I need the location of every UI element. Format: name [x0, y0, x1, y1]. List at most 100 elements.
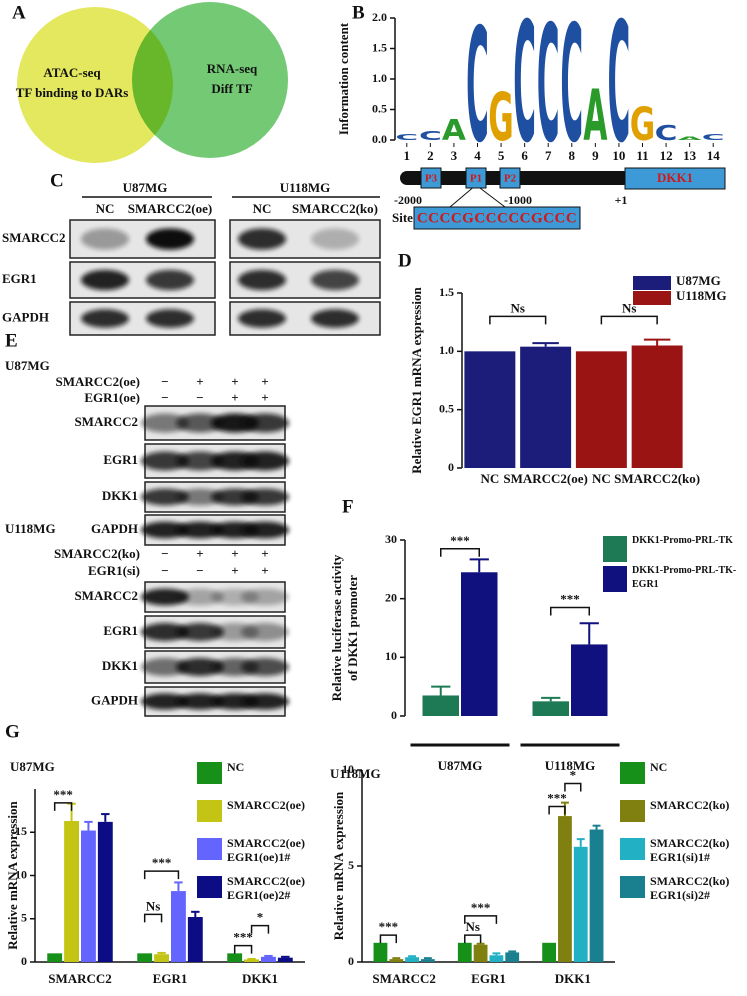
bar	[571, 644, 608, 716]
condition-sign: −	[161, 374, 168, 389]
blot-band	[141, 521, 189, 539]
significance-bracket	[143, 870, 180, 880]
legend-label-box: SMARCC2(oe) EGR1(oe)1#	[227, 836, 305, 864]
significance-bracket	[440, 548, 480, 557]
legend-swatch	[197, 800, 222, 822]
y-tick-label: 2.0	[372, 10, 387, 24]
y-tick-label: 10	[385, 649, 397, 663]
significance-label: ***	[471, 900, 491, 915]
legend-label: SMARCC2(oe)	[227, 798, 305, 812]
condition-sign: +	[231, 374, 238, 389]
y-tick-label: 0	[348, 954, 354, 968]
row-label: SMARCC2	[2, 230, 66, 245]
error-bar	[174, 881, 183, 892]
blot-band	[311, 228, 359, 250]
x-tick-label: U118MG	[545, 758, 596, 773]
bar	[187, 917, 203, 962]
significance-bracket	[489, 315, 547, 325]
panel-label: B	[352, 2, 365, 23]
error-bar	[508, 950, 517, 953]
logo-letter: C	[537, 0, 560, 179]
cell-line: U87MG	[5, 358, 50, 373]
y-tick-label: 20	[385, 590, 397, 604]
condition-sign: −	[161, 390, 168, 405]
x-tick-label: U87MG	[438, 758, 483, 773]
error-bar	[423, 957, 432, 960]
legend-swatch	[620, 800, 645, 822]
blot-band	[241, 521, 289, 539]
significance-label: *	[570, 767, 577, 782]
bar	[389, 959, 404, 962]
significance-bracket	[564, 782, 582, 792]
condition-sign: −	[161, 546, 168, 561]
logo-letter: C	[419, 129, 442, 144]
y-tick-label: 1.5	[372, 40, 387, 54]
legend-label-box: U118MG	[676, 289, 727, 303]
bar	[489, 955, 504, 962]
bar	[97, 821, 113, 962]
y-tick-label: 0.0	[372, 132, 387, 146]
x-tick-label: 5	[498, 148, 505, 163]
gene-box	[624, 167, 726, 190]
blot-band	[176, 693, 224, 710]
blot-band	[141, 413, 189, 433]
error-bar	[191, 910, 200, 918]
condition-sign: +	[196, 546, 203, 561]
bar	[137, 953, 153, 962]
x-tick-label: 8	[569, 148, 576, 163]
legend-swatch	[197, 762, 222, 784]
significance-bracket	[53, 802, 73, 811]
row-label: EGR1	[103, 452, 138, 467]
bar	[81, 830, 96, 962]
legend-swatch	[197, 838, 222, 860]
blot-band	[241, 693, 289, 710]
legend-swatch	[603, 536, 627, 562]
bar	[261, 956, 276, 962]
blot-band	[176, 658, 224, 676]
logo-letter: C	[608, 0, 631, 179]
legend-label: DKK1-Promo-PRL-TK-EGR1	[632, 565, 737, 590]
logo-letter: A	[442, 114, 467, 148]
bar	[227, 953, 243, 962]
y-axis-label: Relative mRNA expression	[331, 791, 346, 940]
x-tick-label: NC	[592, 471, 611, 486]
bar	[47, 953, 63, 962]
legend-label: U118MG	[676, 289, 727, 303]
y-tick-label: 30	[385, 532, 397, 546]
condition-sign: +	[231, 390, 238, 405]
error-bar	[643, 338, 671, 346]
condition-label: EGR1(oe)	[84, 390, 140, 405]
site-line	[475, 184, 506, 208]
bar	[558, 816, 572, 962]
condition-sign: −	[161, 563, 168, 578]
significance-label: ***	[450, 533, 470, 548]
blot-band	[176, 488, 224, 506]
panel-label: F	[342, 496, 354, 517]
legend-label: NC	[650, 760, 668, 774]
blot-band	[141, 451, 189, 471]
y-tick-label: 5	[21, 911, 27, 925]
error-bar	[281, 955, 290, 958]
significance-label: ***	[233, 930, 253, 945]
blot-band	[141, 693, 189, 710]
site-box	[413, 206, 581, 230]
promoter-box	[420, 167, 442, 189]
significance-label: Ns	[146, 898, 160, 913]
panel-label: D	[398, 250, 412, 271]
condition-sign: +	[261, 390, 268, 405]
legend-swatch	[620, 762, 645, 784]
x-tick-label: EGR1	[471, 971, 506, 986]
error-bar	[579, 622, 599, 645]
y-tick-label: 1.0	[372, 71, 387, 85]
error-bar	[84, 820, 93, 831]
venn-circle-right	[132, 2, 288, 158]
legend-label: DKK1-Promo-PRL-TK	[632, 535, 733, 546]
x-tick-label: 10	[612, 148, 625, 163]
legend-label: NC	[227, 760, 245, 774]
significance-label: ***	[547, 790, 567, 805]
cell-line: U87MG	[123, 180, 168, 195]
logo-letter: C	[560, 0, 583, 179]
condition-label: SMARCC2(ko)	[54, 546, 140, 561]
chart-title: U87MG	[10, 759, 55, 774]
error-bar	[101, 813, 110, 822]
